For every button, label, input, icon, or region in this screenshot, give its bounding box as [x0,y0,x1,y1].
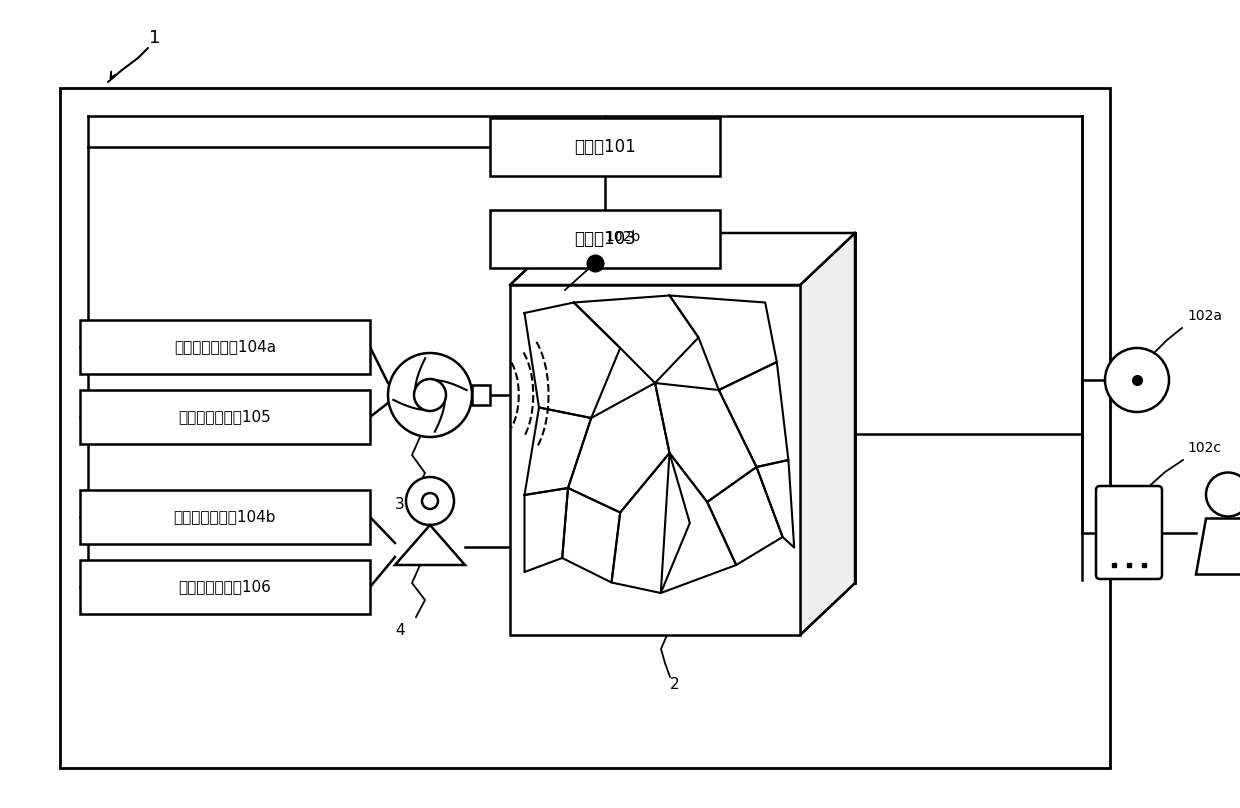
Text: 控制器101: 控制器101 [574,138,636,156]
Bar [81,320,370,374]
Text: 102c: 102c [1187,441,1221,455]
Bar [81,390,370,444]
Bar [490,210,720,268]
Text: 第二功率传感器104b: 第二功率传感器104b [174,510,277,524]
FancyBboxPatch shape [1096,486,1162,579]
Circle shape [388,353,472,437]
Bar [510,285,800,635]
Bar [472,385,490,405]
Polygon shape [800,233,856,635]
Text: 第一功率传感器104a: 第一功率传感器104a [174,339,277,355]
Circle shape [422,493,438,509]
Text: 计时器103: 计时器103 [574,230,636,248]
Text: 1: 1 [149,29,161,47]
Text: 3: 3 [396,497,405,512]
Polygon shape [1197,519,1240,574]
Text: 水流量采集设备106: 水流量采集设备106 [179,579,272,595]
Bar [81,490,370,544]
Bar [81,560,370,614]
Circle shape [405,477,454,525]
Circle shape [414,379,446,411]
Circle shape [1105,348,1169,412]
Text: 102b: 102b [605,230,640,244]
Polygon shape [510,233,856,285]
Text: 2: 2 [670,677,680,692]
Bar [490,118,720,176]
Text: 102a: 102a [1187,309,1221,323]
Polygon shape [396,525,465,565]
Bar [1106,502,1152,559]
Text: 风流量采集设备105: 风流量采集设备105 [179,410,272,424]
Text: 4: 4 [396,623,404,638]
Circle shape [1207,473,1240,516]
Bar [60,88,1110,768]
